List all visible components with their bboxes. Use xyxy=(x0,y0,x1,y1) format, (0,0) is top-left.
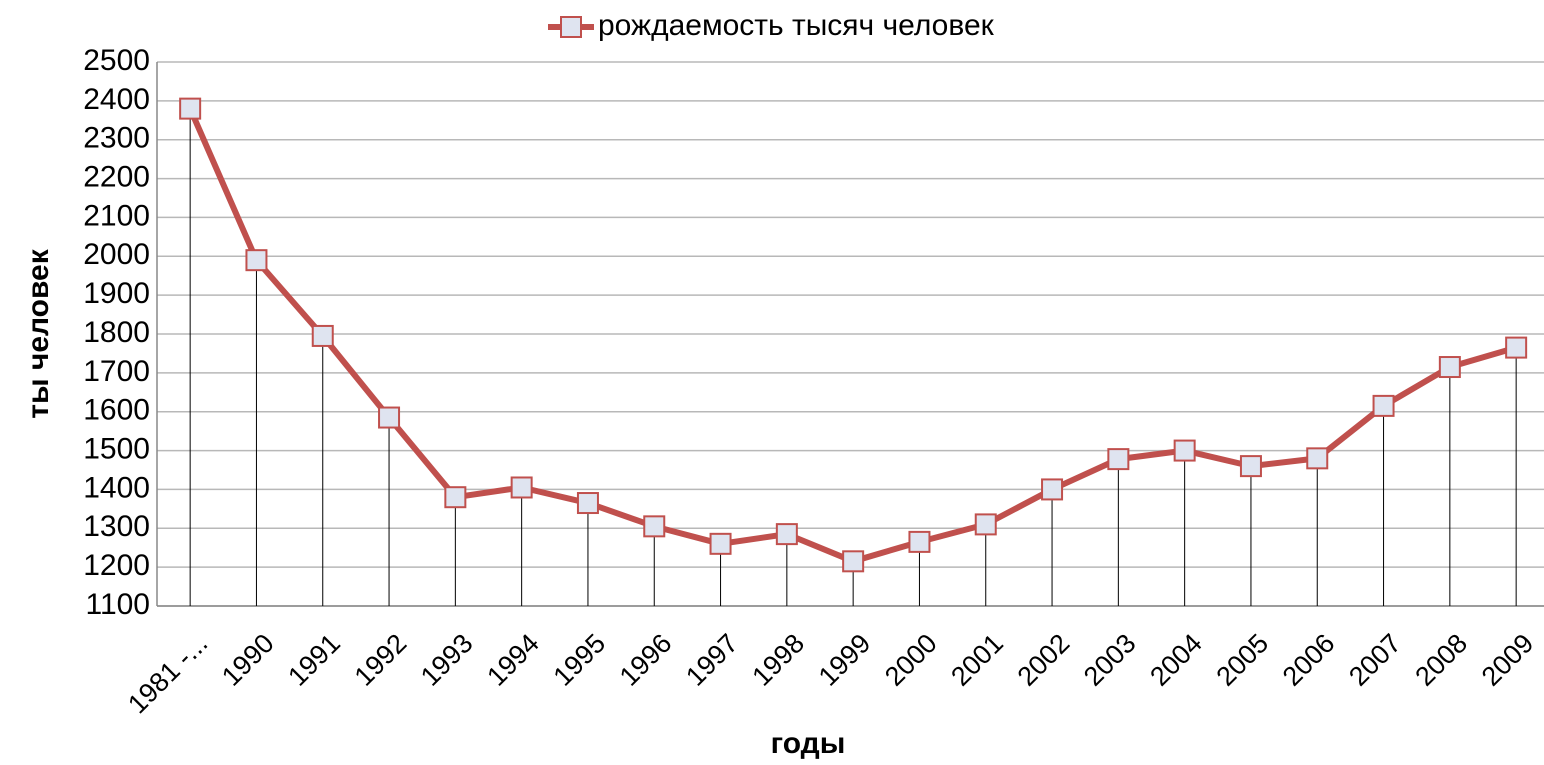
x-tick-label: 1999 xyxy=(813,628,877,692)
point-marker xyxy=(1107,448,1130,471)
y-tick-label: 1400 xyxy=(83,471,150,504)
x-tick-label: 2009 xyxy=(1476,628,1540,692)
point-marker xyxy=(974,513,997,536)
y-tick-label: 2300 xyxy=(83,122,150,155)
y-tick-label: 1800 xyxy=(83,316,150,349)
y-axis-label: ты человек xyxy=(22,248,55,418)
x-tick-label: 2007 xyxy=(1343,628,1407,692)
x-tick-label: 1994 xyxy=(481,628,545,692)
x-tick-label: 1993 xyxy=(415,628,479,692)
point-marker xyxy=(1306,447,1329,470)
x-tick-label: 2004 xyxy=(1144,628,1208,692)
y-tick-label: 1100 xyxy=(85,588,150,621)
point-marker xyxy=(179,97,202,120)
point-marker xyxy=(1239,455,1262,478)
x-tick-label: 2003 xyxy=(1078,628,1142,692)
y-tick-label: 2400 xyxy=(83,83,150,116)
y-tick-label: 1300 xyxy=(83,510,150,543)
x-tick-label: 1996 xyxy=(614,628,678,692)
point-marker xyxy=(1505,336,1528,359)
y-tick-label: 1700 xyxy=(83,355,150,388)
point-marker xyxy=(510,476,533,499)
point-marker xyxy=(908,530,931,553)
x-axis-label: годы xyxy=(771,727,846,760)
legend-marker xyxy=(560,16,582,38)
x-tick-label: 1990 xyxy=(216,628,280,692)
y-tick-label: 1200 xyxy=(83,549,150,582)
point-marker xyxy=(245,249,268,272)
x-tick-label: 1992 xyxy=(349,628,413,692)
point-marker xyxy=(643,515,666,538)
x-tick-label: 2005 xyxy=(1211,628,1275,692)
y-tick-label: 2000 xyxy=(83,238,150,271)
x-tick-label: 2001 xyxy=(945,628,1009,692)
y-tick-label: 1900 xyxy=(83,277,150,310)
y-tick-label: 1600 xyxy=(83,394,150,427)
legend-label: рождаемость тысяч человек xyxy=(598,9,995,42)
x-tick-label: 1997 xyxy=(680,628,744,692)
point-marker xyxy=(576,492,599,515)
point-marker xyxy=(1173,439,1196,462)
x-tick-label: 1981 -... xyxy=(122,628,213,719)
x-tick-label: 2000 xyxy=(879,628,943,692)
point-marker xyxy=(1041,478,1064,501)
point-marker xyxy=(709,532,732,555)
x-tick-label: 1998 xyxy=(746,628,810,692)
point-marker xyxy=(1438,356,1461,379)
y-tick-label: 2500 xyxy=(83,44,150,77)
x-tick-label: 2008 xyxy=(1409,628,1473,692)
x-tick-label: 1991 xyxy=(282,628,346,692)
point-marker xyxy=(378,406,401,429)
x-tick-label: 2002 xyxy=(1012,628,1076,692)
point-marker xyxy=(1372,394,1395,417)
y-tick-label: 2100 xyxy=(83,199,150,232)
y-tick-label: 2200 xyxy=(83,160,150,193)
point-marker xyxy=(444,486,467,509)
x-tick-label: 1995 xyxy=(548,628,612,692)
point-marker xyxy=(775,523,798,546)
point-marker xyxy=(311,324,334,347)
point-marker xyxy=(842,550,865,573)
x-tick-label: 2006 xyxy=(1277,628,1341,692)
y-tick-label: 1500 xyxy=(83,432,150,465)
